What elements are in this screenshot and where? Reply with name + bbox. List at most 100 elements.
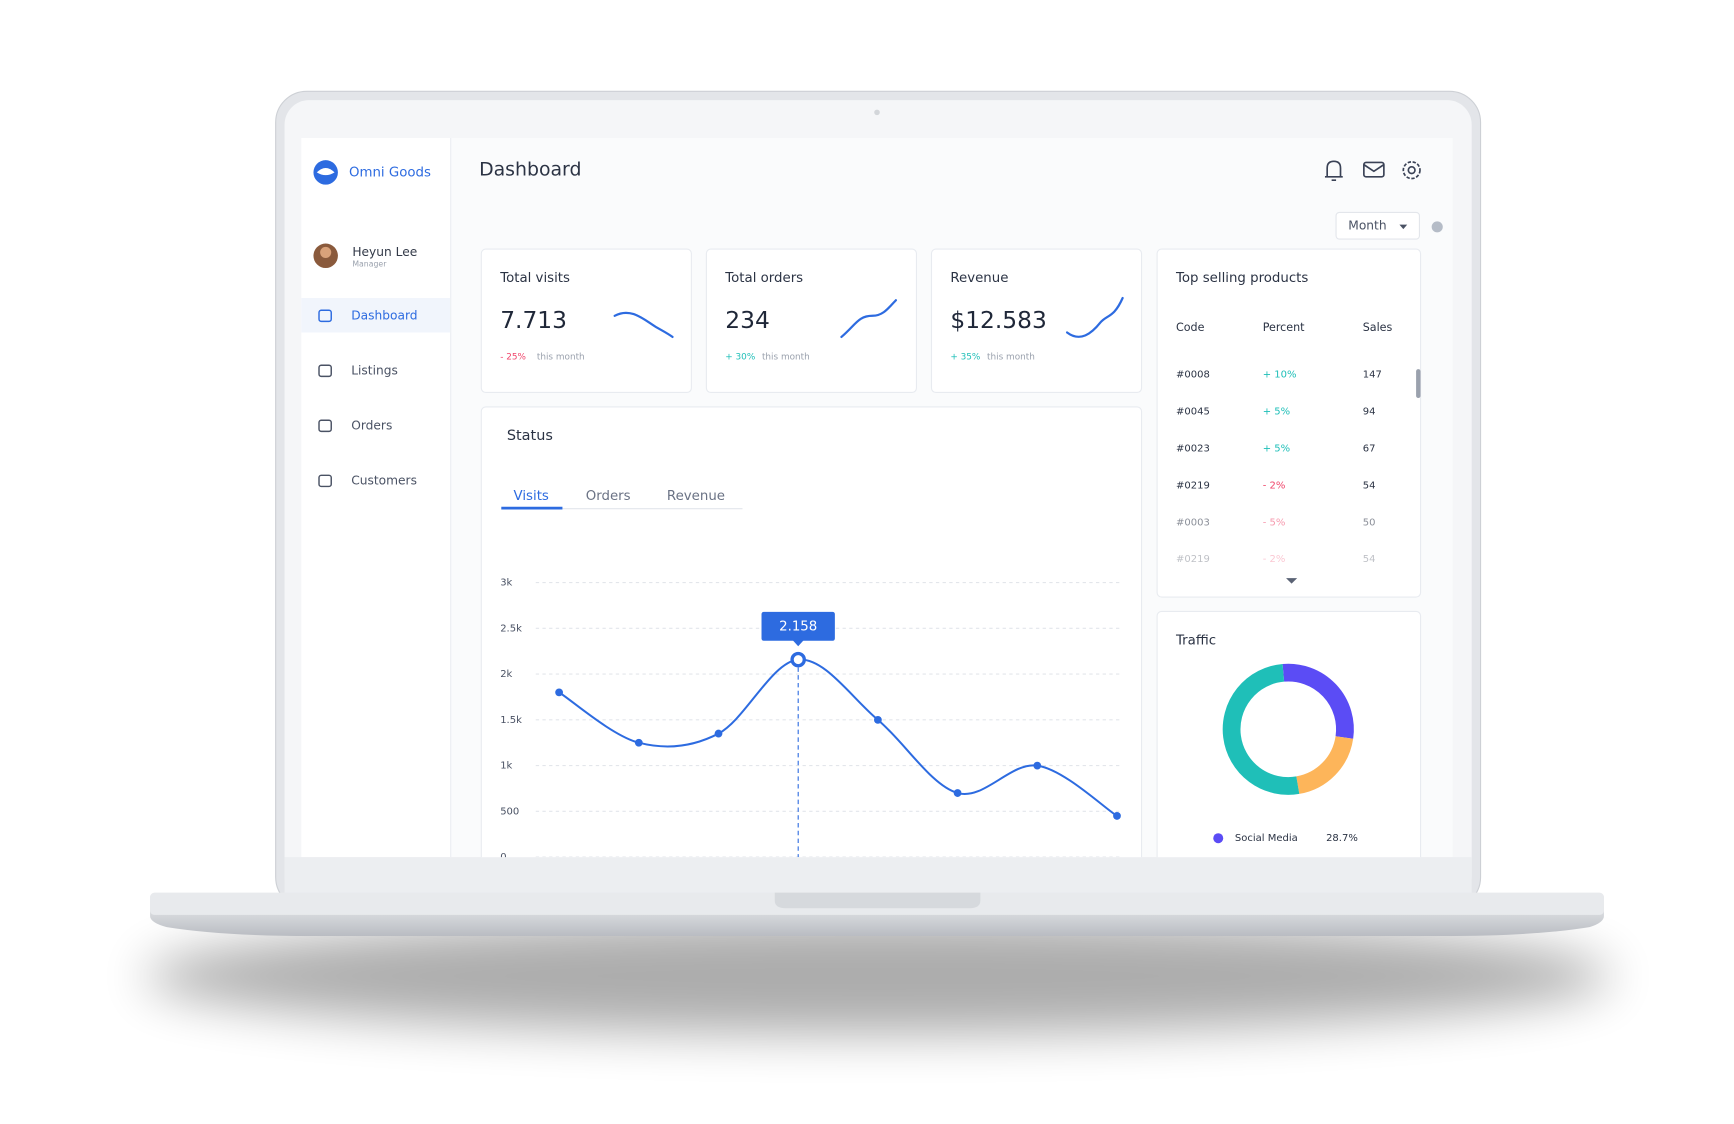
donut-segment[interactable] <box>1222 663 1300 795</box>
table-cell: 54 <box>1363 480 1376 491</box>
caret <box>1399 224 1408 230</box>
stat-note: this month <box>762 352 810 362</box>
chin <box>284 857 1472 895</box>
nav-active <box>301 298 451 333</box>
page-title: Dashboard <box>479 159 581 181</box>
table-cell: 54 <box>1363 554 1376 565</box>
table-cell: 94 <box>1363 407 1376 418</box>
table-cell: #0008 <box>1176 370 1210 381</box>
table-cell: + 5% <box>1263 444 1290 455</box>
tooltip-label: 2.158 <box>779 619 817 634</box>
table-cell: 147 <box>1363 370 1382 381</box>
nav-icon[interactable] <box>318 309 332 323</box>
nav-icon[interactable] <box>318 419 332 433</box>
sparkline <box>1065 296 1124 338</box>
traffic-title: Traffic <box>1175 633 1216 648</box>
settings-dot[interactable] <box>1431 221 1443 233</box>
stat-card <box>705 248 918 394</box>
nav-item[interactable]: Orders <box>351 418 392 432</box>
legend-label: Social Media <box>1235 833 1298 844</box>
camera <box>874 109 880 116</box>
sparkline <box>840 299 898 339</box>
donut-segment[interactable] <box>1282 663 1354 739</box>
y-tick-label: 2.5k <box>500 623 522 634</box>
traffic-card <box>1156 610 1422 858</box>
y-tick-label: 1k <box>500 761 512 772</box>
period-select[interactable] <box>1335 211 1420 240</box>
donut-segment[interactable] <box>1295 735 1354 794</box>
bell-icon[interactable] <box>1324 160 1343 182</box>
brand[interactable]: Omni Goods <box>349 165 431 180</box>
point[interactable] <box>1033 761 1042 770</box>
nav-item[interactable]: Listings <box>351 363 398 377</box>
table-cell: + 5% <box>1263 407 1290 418</box>
products-table: Code Percent Sales #0008 + 10% 147 #0045 + 5% 94… <box>1176 321 1393 565</box>
stat-title: Total orders <box>724 271 803 286</box>
stat-value: 7.713 <box>500 306 567 334</box>
stat-note: this month <box>537 352 585 362</box>
screen: Omni Goods Heyun Lee Manager Dashboard Li… <box>301 137 1453 863</box>
nav: Dashboard Listings Orders Customers <box>301 298 451 488</box>
y-tick-label: 0 <box>500 852 506 863</box>
products-title: Top selling products <box>1175 271 1308 286</box>
table-cell: 50 <box>1363 517 1376 528</box>
sparkline <box>613 311 674 339</box>
notch <box>774 892 981 909</box>
status-title: Status <box>507 428 553 444</box>
status-card <box>480 406 1143 858</box>
donut-chart: Social Media 28.7% <box>1213 663 1358 844</box>
table-cell: #0003 <box>1176 517 1210 528</box>
logo-eye <box>316 167 335 176</box>
point[interactable] <box>953 789 962 797</box>
scrollbar[interactable] <box>1416 369 1421 399</box>
user-name[interactable]: Heyun Lee <box>352 245 417 259</box>
y-tick-label: 2k <box>500 669 512 680</box>
table-cell: + 10% <box>1263 370 1297 381</box>
stat-change: - 25% <box>500 352 526 362</box>
table-cell: #0023 <box>1176 444 1210 455</box>
point[interactable] <box>790 651 806 668</box>
tab[interactable]: Visits <box>514 489 549 504</box>
settings-icon[interactable] <box>1402 161 1421 180</box>
tab[interactable]: Orders <box>586 489 631 504</box>
table-cell: - 2% <box>1263 480 1286 491</box>
mail-icon[interactable] <box>1363 161 1385 178</box>
tabs: Visits Orders Revenue <box>514 489 725 504</box>
table-cell: - 5% <box>1263 517 1286 528</box>
point[interactable] <box>634 738 643 747</box>
products-card <box>1156 248 1422 598</box>
user-role: Manager <box>352 260 387 269</box>
avatar-face <box>320 246 332 258</box>
stat-card <box>480 248 692 394</box>
nav-item[interactable]: Dashboard <box>351 308 417 322</box>
series-line <box>558 658 1118 817</box>
stats: Total visits 7.713 - 25% this month Total or… <box>480 248 1143 394</box>
scroll-down[interactable] <box>1286 578 1298 584</box>
point[interactable] <box>874 715 882 724</box>
table-cell: - 2% <box>1263 554 1286 565</box>
table-cell: #0219 <box>1176 554 1210 565</box>
nav-icon[interactable] <box>318 364 332 378</box>
point[interactable] <box>714 729 723 738</box>
tooltip-pointer <box>792 640 804 647</box>
stat-value: $12.583 <box>950 306 1046 334</box>
table-cell: 67 <box>1363 444 1376 455</box>
stat-title: Total visits <box>499 271 570 286</box>
tab[interactable]: Revenue <box>667 489 725 504</box>
nav-item[interactable]: Customers <box>351 473 417 487</box>
column-header: Sales <box>1363 321 1393 334</box>
nav-icon[interactable] <box>318 474 332 488</box>
table-cell: #0219 <box>1176 480 1210 491</box>
y-tick-label: 500 <box>500 806 519 817</box>
stat-title: Revenue <box>950 271 1008 286</box>
point[interactable] <box>555 688 563 697</box>
line-chart: 0 500 1k 1.5k 2k 2.5k 3k 2.158 <box>500 578 1123 863</box>
point[interactable] <box>1113 812 1121 820</box>
legend-swatch <box>1213 833 1224 844</box>
period-label[interactable]: Month <box>1348 218 1386 232</box>
tooltip <box>761 611 835 641</box>
legend-value: 28.7% <box>1326 833 1358 844</box>
y-tick-label: 1.5k <box>500 715 522 726</box>
